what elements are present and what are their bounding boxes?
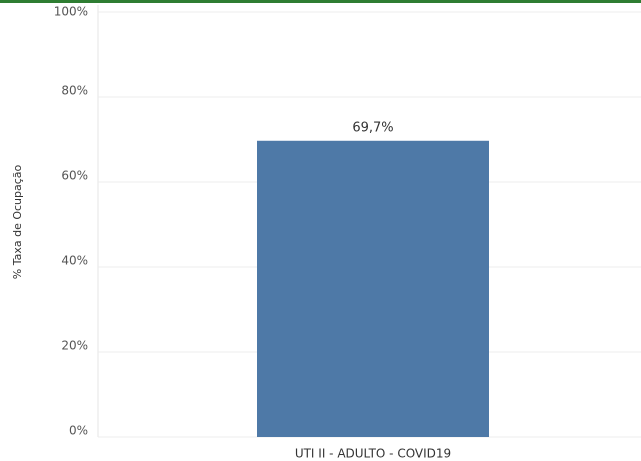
y-tick-label: 20% [61, 339, 88, 353]
y-tick-label: 80% [61, 84, 88, 98]
y-tick-label: 100% [54, 5, 88, 19]
y-tick-label: 60% [61, 169, 88, 183]
y-axis-label: % Taxa de Ocupação [11, 164, 24, 279]
x-tick-label: UTI II - ADULTO - COVID19 [295, 447, 451, 461]
y-tick-label: 0% [69, 424, 88, 438]
value-label: 69,7% [352, 120, 393, 135]
y-tick-label: 40% [61, 254, 88, 268]
bar [257, 140, 489, 437]
top-border [0, 0, 641, 3]
